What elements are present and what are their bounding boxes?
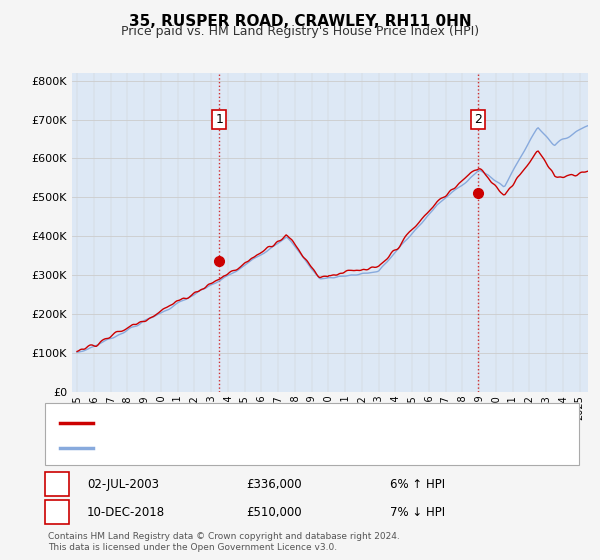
Text: 2: 2 (475, 113, 482, 126)
Text: 35, RUSPER ROAD, CRAWLEY, RH11 0HN: 35, RUSPER ROAD, CRAWLEY, RH11 0HN (128, 14, 472, 29)
Text: 2: 2 (53, 506, 61, 519)
Text: 35, RUSPER ROAD, CRAWLEY, RH11 0HN (detached house): 35, RUSPER ROAD, CRAWLEY, RH11 0HN (deta… (99, 418, 427, 428)
Text: 1: 1 (215, 113, 223, 126)
Text: £510,000: £510,000 (246, 506, 302, 519)
Text: £336,000: £336,000 (246, 478, 302, 491)
Text: 02-JUL-2003: 02-JUL-2003 (87, 478, 159, 491)
Text: 10-DEC-2018: 10-DEC-2018 (87, 506, 165, 519)
Text: 6% ↑ HPI: 6% ↑ HPI (390, 478, 445, 491)
Text: Contains HM Land Registry data © Crown copyright and database right 2024.
This d: Contains HM Land Registry data © Crown c… (48, 532, 400, 552)
Text: 7% ↓ HPI: 7% ↓ HPI (390, 506, 445, 519)
Text: 1: 1 (53, 478, 61, 491)
Text: Price paid vs. HM Land Registry's House Price Index (HPI): Price paid vs. HM Land Registry's House … (121, 25, 479, 38)
Text: HPI: Average price, detached house, Crawley: HPI: Average price, detached house, Craw… (99, 443, 350, 453)
